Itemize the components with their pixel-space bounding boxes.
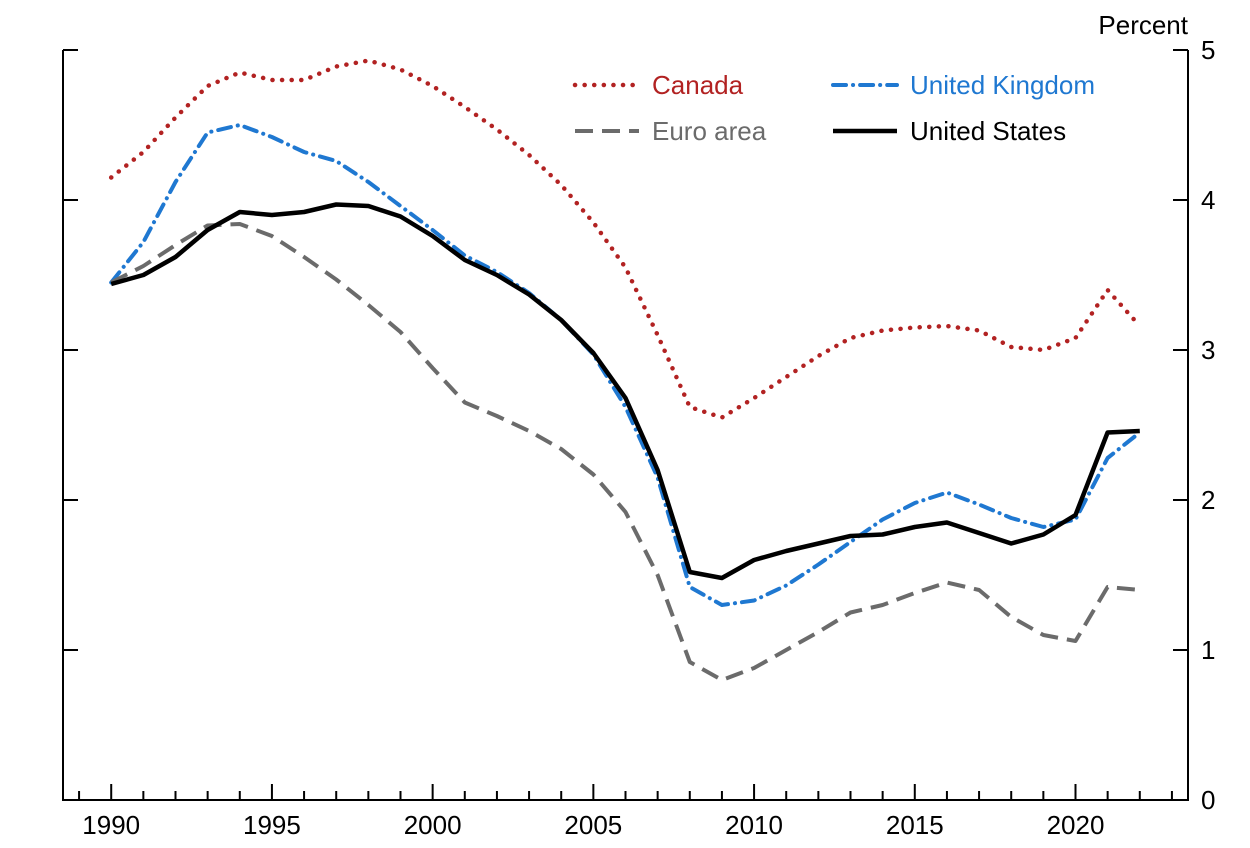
y-tick-label: 2 — [1201, 485, 1215, 515]
y-tick-label: 4 — [1201, 185, 1215, 215]
y-tick-label: 5 — [1201, 35, 1215, 65]
x-tick-label: 2010 — [725, 810, 783, 840]
legend: Canada United Kingdom Euro area United Stat… — [572, 70, 1095, 146]
legend-label-united-states: United States — [910, 116, 1066, 146]
series-united-states — [110, 202, 1140, 581]
x-axis: 1990 1995 2000 2005 2010 2015 2020 — [78, 784, 1173, 840]
y-tick-label: 0 — [1201, 785, 1215, 815]
plot-frame — [62, 50, 1189, 801]
x-tick-label: 2015 — [886, 810, 944, 840]
x-tick-label: 2005 — [564, 810, 622, 840]
x-tick-label: 2020 — [1047, 810, 1105, 840]
legend-label-euro-area: Euro area — [652, 116, 767, 146]
y-axis: 0 1 2 3 4 5 — [63, 35, 1215, 815]
y-tick-label: 1 — [1201, 635, 1215, 665]
x-tick-label: 2000 — [404, 810, 462, 840]
series-euro-area — [110, 222, 1140, 682]
x-tick-label: 1990 — [82, 810, 140, 840]
y-tick-label: 3 — [1201, 335, 1215, 365]
series-united-kingdom — [109, 123, 1142, 607]
series-canada — [108, 58, 1143, 420]
legend-label-canada: Canada — [652, 70, 744, 100]
x-tick-label: 1995 — [243, 810, 301, 840]
y-axis-unit-label: Percent — [1098, 10, 1188, 40]
legend-label-united-kingdom: United Kingdom — [910, 70, 1095, 100]
